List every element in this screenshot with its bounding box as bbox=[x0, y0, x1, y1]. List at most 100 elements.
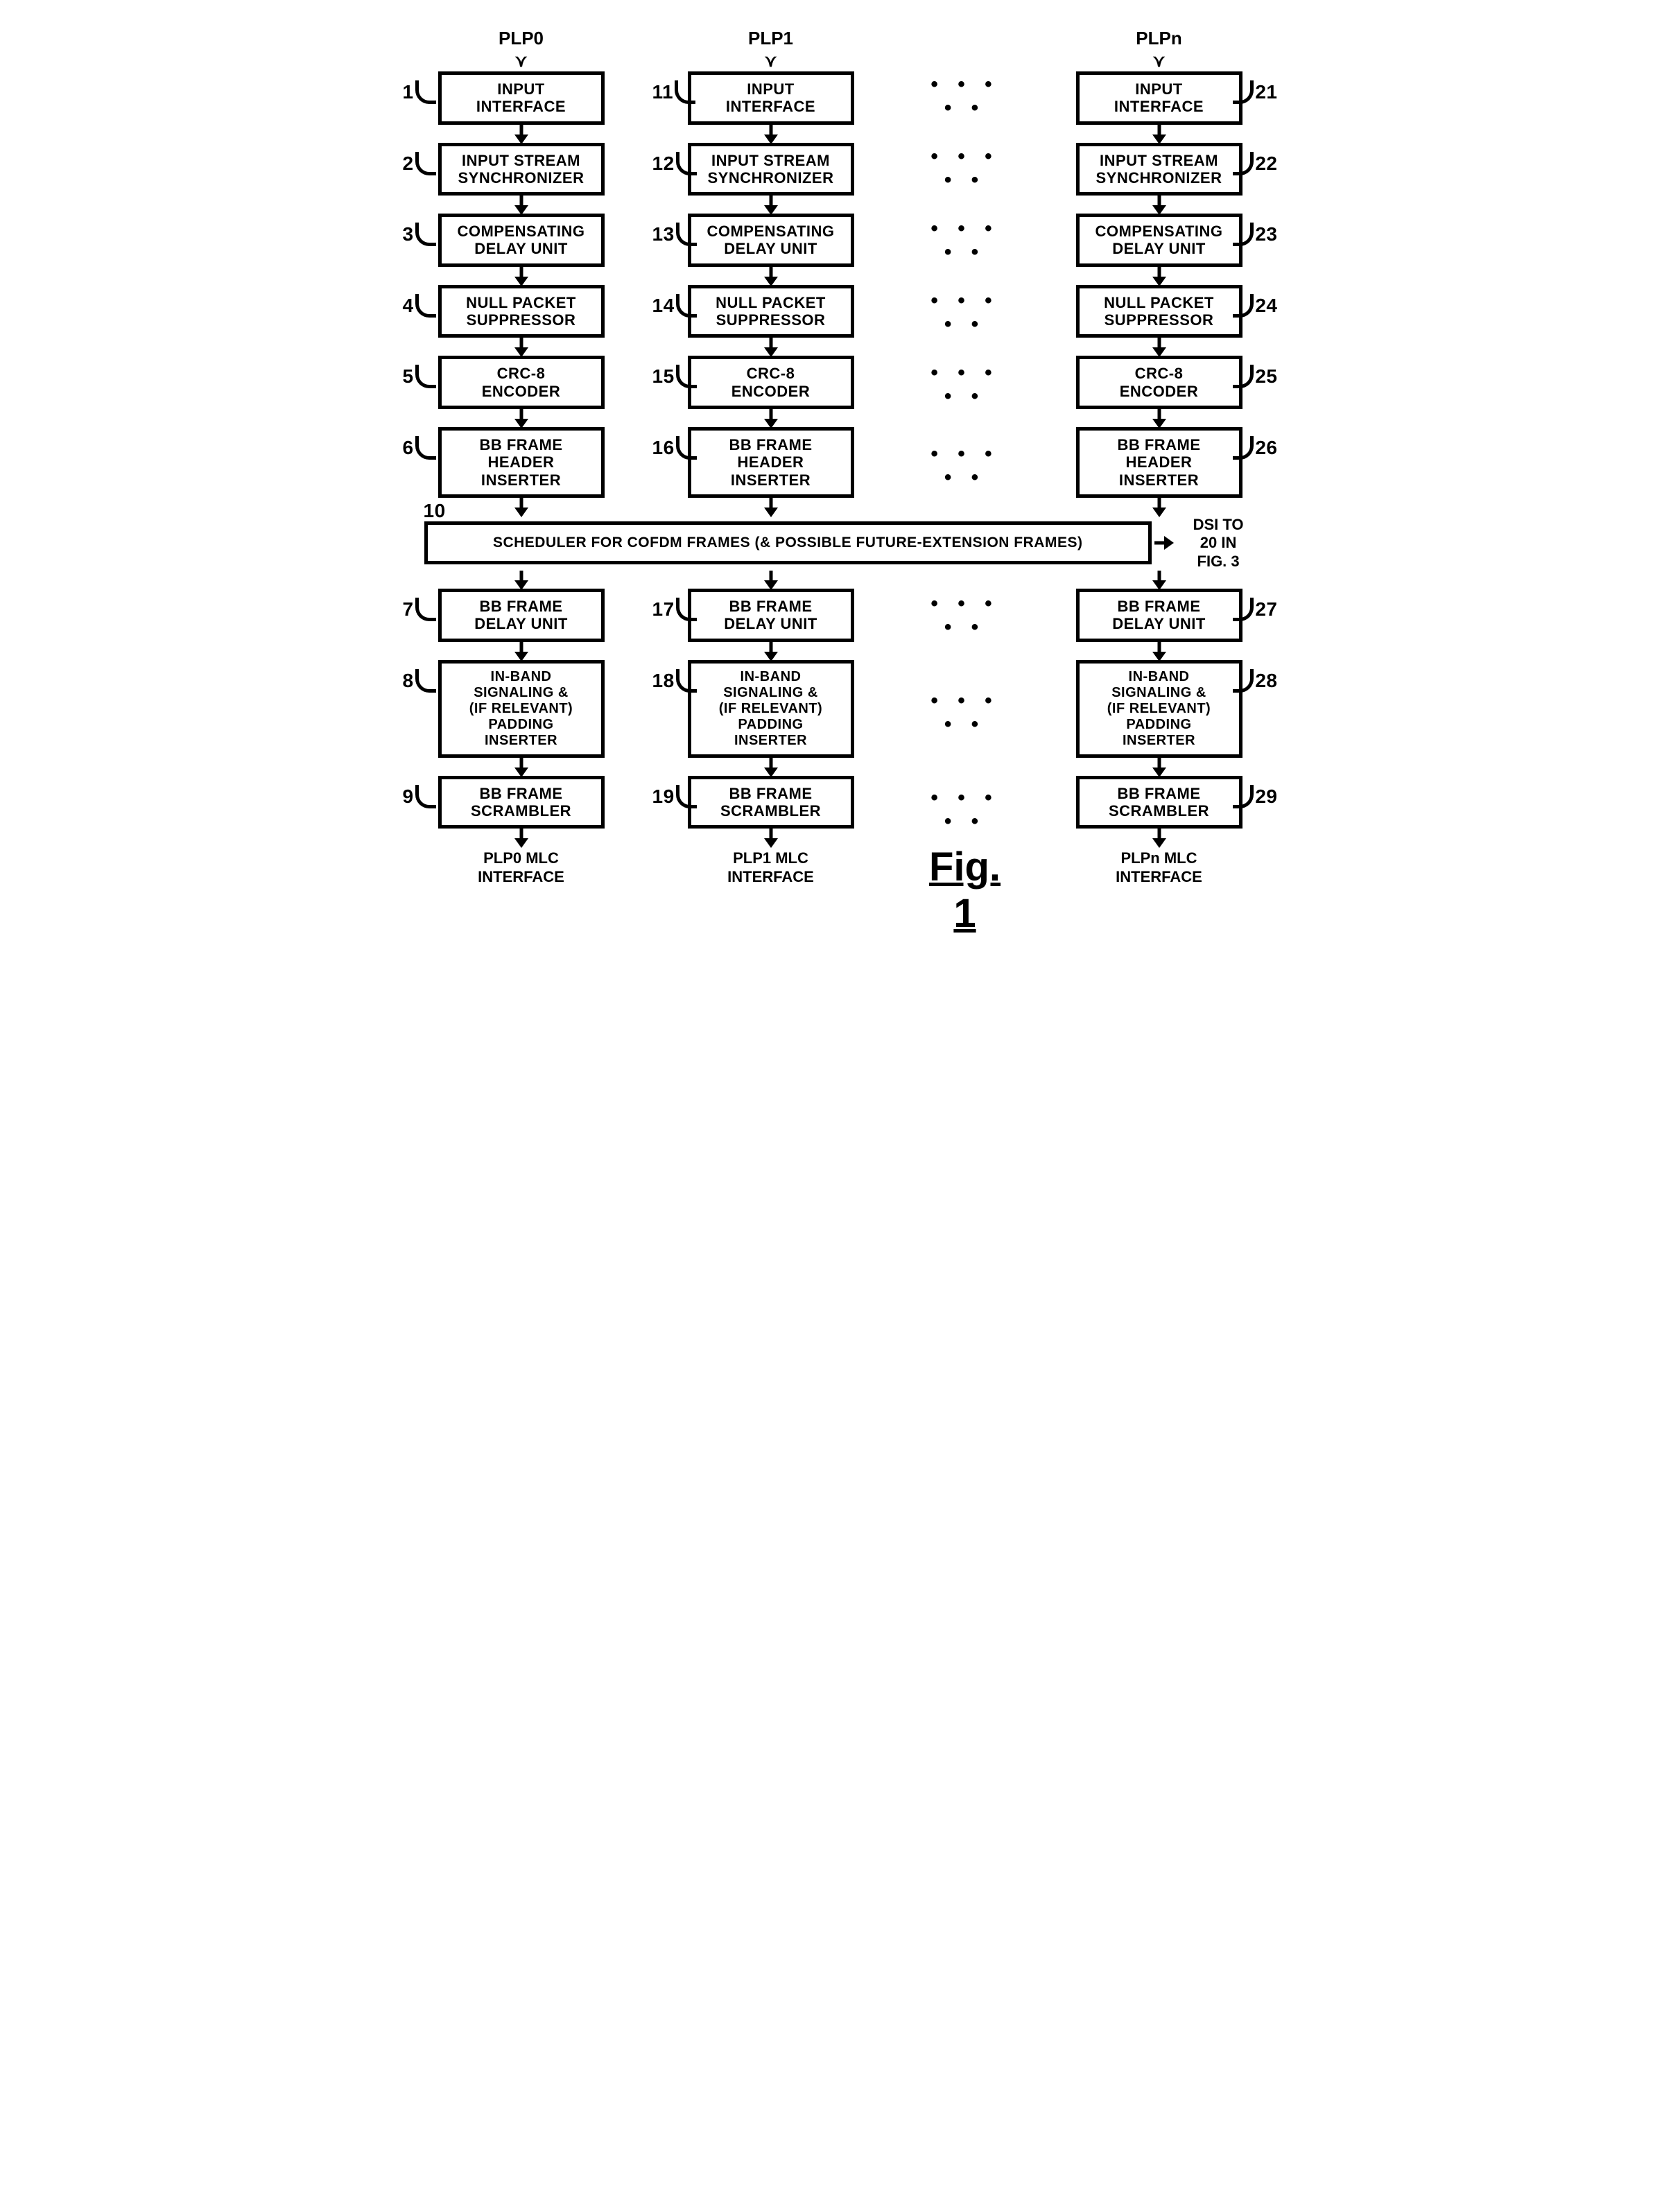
block-crc8-encoder: 25 CRC-8ENCODER bbox=[1076, 356, 1242, 409]
block-text: BB FRAMESCRAMBLER bbox=[471, 785, 571, 820]
ellipsis-dots: • • • • • bbox=[924, 430, 1007, 502]
block-text: COMPENSATINGDELAY UNIT bbox=[707, 223, 834, 257]
block-bb-frame-scrambler: 9 BB FRAMESCRAMBLER bbox=[438, 776, 605, 829]
ref-label: 27 bbox=[1233, 598, 1277, 621]
block-compensating-delay: 13 COMPENSATINGDELAY UNIT bbox=[688, 214, 854, 267]
output-label: PLP0 MLCINTERFACE bbox=[478, 849, 564, 886]
figure-title: Fig. 1 bbox=[924, 844, 1007, 937]
block-text: COMPENSATINGDELAY UNIT bbox=[457, 223, 584, 257]
block-text: INPUT STREAMSYNCHRONIZER bbox=[1096, 152, 1222, 187]
ref-label: 19 bbox=[652, 785, 697, 808]
output-label: PLPn MLCINTERFACE bbox=[1116, 849, 1202, 886]
block-compensating-delay: 3 COMPENSATINGDELAY UNIT bbox=[438, 214, 605, 267]
block-text: IN-BANDSIGNALING &(IF RELEVANT)PADDINGIN… bbox=[1107, 669, 1211, 748]
ellipsis-column: • • • • • • • • • • • • • • • • • • • • … bbox=[924, 28, 1007, 516]
column-plp0-bottom: 7 BB FRAMEDELAY UNIT 8 IN-BANDSIGNALING … bbox=[424, 571, 618, 937]
output-label: PLP1 MLCINTERFACE bbox=[727, 849, 814, 886]
ellipsis-dots: • • • • • bbox=[924, 589, 1007, 643]
block-bb-frame-delay-unit: 27 BB FRAMEDELAY UNIT bbox=[1076, 589, 1242, 642]
block-text: BB FRAMESCRAMBLER bbox=[1109, 785, 1209, 820]
plp-label: PLP0 bbox=[499, 28, 544, 49]
block-input-interface: 1 INPUTINTERFACE bbox=[438, 71, 605, 125]
block-input-stream-sync: 12 INPUT STREAMSYNCHRONIZER bbox=[688, 143, 854, 196]
block-inband-signaling-padding-inserter: 8 IN-BANDSIGNALING &(IF RELEVANT)PADDING… bbox=[438, 660, 605, 758]
block-text: BB FRAMEHEADERINSERTER bbox=[479, 436, 562, 489]
ref-label: 22 bbox=[1233, 152, 1277, 175]
block-bb-frame-delay-unit: 7 BB FRAMEDELAY UNIT bbox=[438, 589, 605, 642]
column-plp0: PLP0 ⋎ 1 INPUTINTERFACE 2 INPUT STREAMSY… bbox=[424, 28, 618, 516]
block-inband-signaling-padding-inserter: 18 IN-BANDSIGNALING &(IF RELEVANT)PADDIN… bbox=[688, 660, 854, 758]
ellipsis-column-bottom: • • • • • • • • • • • • • • • Fig. 1 bbox=[924, 571, 1007, 937]
bottom-columns: 7 BB FRAMEDELAY UNIT 8 IN-BANDSIGNALING … bbox=[424, 571, 1256, 937]
block-text: INPUTINTERFACE bbox=[476, 80, 566, 115]
ref-label: 3 bbox=[403, 223, 436, 246]
block-null-packet-suppressor: 24 NULL PACKETSUPPRESSOR bbox=[1076, 285, 1242, 338]
column-plpn: PLPn ⋎ 21 INPUTINTERFACE 22 INPUT STREAM… bbox=[1062, 28, 1256, 516]
block-text: CRC-8ENCODER bbox=[731, 365, 811, 399]
block-bb-frame-delay-unit: 17 BB FRAMEDELAY UNIT bbox=[688, 589, 854, 642]
input-arrow-icon: ⋎ bbox=[515, 53, 528, 70]
block-text: BB FRAMEHEADERINSERTER bbox=[729, 436, 812, 489]
plp-label: PLPn bbox=[1136, 28, 1181, 49]
block-bb-frame-header-inserter: 26 BB FRAMEHEADERINSERTER bbox=[1076, 427, 1242, 498]
block-text: COMPENSATINGDELAY UNIT bbox=[1095, 223, 1222, 257]
ellipsis-dots: • • • • • bbox=[924, 141, 1007, 196]
ref-label: 10 bbox=[424, 500, 446, 522]
block-text: INPUTINTERFACE bbox=[1114, 80, 1204, 115]
block-text: BB FRAMEDELAY UNIT bbox=[474, 598, 568, 632]
ref-label: 29 bbox=[1233, 785, 1277, 808]
ref-label: 25 bbox=[1233, 365, 1277, 388]
block-text: BB FRAMEDELAY UNIT bbox=[724, 598, 817, 632]
ref-label: 24 bbox=[1233, 294, 1277, 318]
column-plp1-bottom: 17 BB FRAMEDELAY UNIT 18 IN-BANDSIGNALIN… bbox=[674, 571, 868, 937]
ellipsis-dots: • • • • • bbox=[924, 358, 1007, 412]
block-text: INPUT STREAMSYNCHRONIZER bbox=[458, 152, 584, 187]
block-input-interface: 21 INPUTINTERFACE bbox=[1076, 71, 1242, 125]
block-text: NULL PACKETSUPPRESSOR bbox=[466, 294, 576, 329]
ref-label: 28 bbox=[1233, 669, 1277, 693]
ref-label: 21 bbox=[1233, 80, 1277, 104]
dsi-label: DSI TO20 INFIG. 3 bbox=[1181, 516, 1256, 571]
ref-label: 5 bbox=[403, 365, 436, 388]
ref-label: 1 bbox=[403, 80, 436, 104]
input-arrow-icon: ⋎ bbox=[765, 53, 777, 70]
block-bb-frame-header-inserter: 6 BB FRAMEHEADERINSERTER bbox=[438, 427, 605, 498]
ellipsis-dots: • • • • • bbox=[924, 661, 1007, 765]
ref-label: 15 bbox=[652, 365, 697, 388]
scheduler-row: 10 SCHEDULER FOR COFDM FRAMES (& POSSIBL… bbox=[424, 516, 1256, 571]
ref-label: 17 bbox=[652, 598, 697, 621]
block-text: NULL PACKETSUPPRESSOR bbox=[716, 294, 826, 329]
block-scheduler: 10 SCHEDULER FOR COFDM FRAMES (& POSSIBL… bbox=[424, 521, 1152, 564]
block-crc8-encoder: 5 CRC-8ENCODER bbox=[438, 356, 605, 409]
column-plp1: PLP1 ⋎ 11 INPUTINTERFACE 12 INPUT STREAM… bbox=[674, 28, 868, 516]
block-diagram: PLP0 ⋎ 1 INPUTINTERFACE 2 INPUT STREAMSY… bbox=[424, 28, 1256, 937]
ref-label: 2 bbox=[403, 152, 436, 175]
plp-label: PLP1 bbox=[748, 28, 793, 49]
ref-label: 9 bbox=[403, 785, 436, 808]
ref-label: 13 bbox=[652, 223, 697, 246]
ref-label: 12 bbox=[652, 152, 697, 175]
block-text: INPUT STREAMSYNCHRONIZER bbox=[707, 152, 833, 187]
ref-label: 18 bbox=[652, 669, 697, 693]
block-text: SCHEDULER FOR COFDM FRAMES (& POSSIBLE F… bbox=[493, 535, 1083, 550]
block-input-interface: 11 INPUTINTERFACE bbox=[688, 71, 854, 125]
block-text: INPUTINTERFACE bbox=[726, 80, 815, 115]
ref-label: 11 bbox=[652, 80, 696, 104]
ref-label: 16 bbox=[652, 436, 697, 460]
block-text: BB FRAMEDELAY UNIT bbox=[1112, 598, 1206, 632]
ellipsis-dots: • • • • • bbox=[924, 286, 1007, 340]
block-text: BB FRAMESCRAMBLER bbox=[720, 785, 821, 820]
block-input-stream-sync: 22 INPUT STREAMSYNCHRONIZER bbox=[1076, 143, 1242, 196]
block-text: IN-BANDSIGNALING &(IF RELEVANT)PADDINGIN… bbox=[469, 669, 573, 748]
block-text: CRC-8ENCODER bbox=[1120, 365, 1199, 399]
ref-label: 6 bbox=[403, 436, 436, 460]
block-null-packet-suppressor: 14 NULL PACKETSUPPRESSOR bbox=[688, 285, 854, 338]
block-compensating-delay: 23 COMPENSATINGDELAY UNIT bbox=[1076, 214, 1242, 267]
ref-label: 8 bbox=[403, 669, 436, 693]
block-text: BB FRAMEHEADERINSERTER bbox=[1117, 436, 1200, 489]
block-null-packet-suppressor: 4 NULL PACKETSUPPRESSOR bbox=[438, 285, 605, 338]
block-text: IN-BANDSIGNALING &(IF RELEVANT)PADDINGIN… bbox=[719, 669, 822, 748]
block-inband-signaling-padding-inserter: 28 IN-BANDSIGNALING &(IF RELEVANT)PADDIN… bbox=[1076, 660, 1242, 758]
ellipsis-dots: • • • • • bbox=[924, 783, 1007, 837]
block-text: NULL PACKETSUPPRESSOR bbox=[1104, 294, 1214, 329]
